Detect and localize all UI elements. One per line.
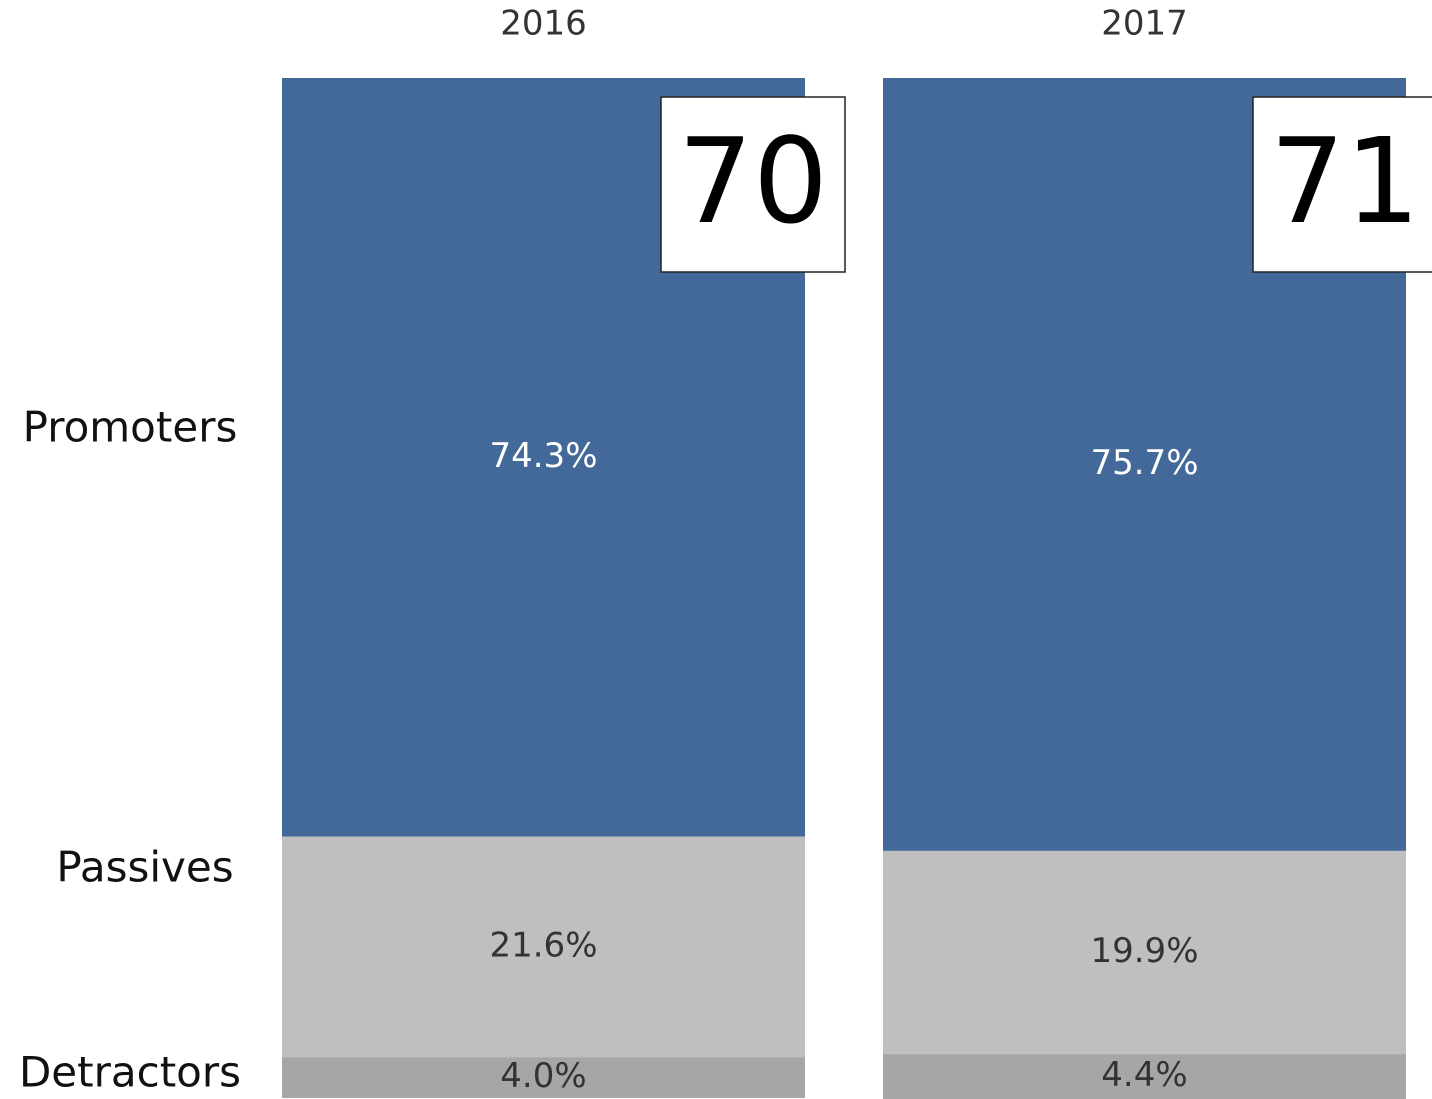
value-label: 19.9%	[1090, 931, 1198, 971]
value-label: 4.0%	[500, 1056, 586, 1096]
series-label: Passives	[56, 843, 233, 892]
score-box	[1252, 96, 1432, 273]
value-label: 74.3%	[489, 436, 597, 476]
score: 70	[678, 112, 828, 250]
category-label: 2017	[1101, 4, 1188, 44]
value-label: 21.6%	[489, 925, 597, 965]
value-label: 4.4%	[1101, 1055, 1187, 1095]
series-label: Promoters	[23, 403, 238, 452]
category-label: 2016	[500, 4, 587, 44]
score-box	[660, 96, 846, 273]
series-label: Detractors	[19, 1048, 241, 1097]
bar-segment	[282, 1057, 805, 1098]
bar-segment	[883, 850, 1406, 1055]
score: 71	[1270, 112, 1420, 250]
bar-segment	[883, 1054, 1406, 1099]
bar-segment	[282, 836, 805, 1058]
value-label: 75.7%	[1090, 443, 1198, 483]
